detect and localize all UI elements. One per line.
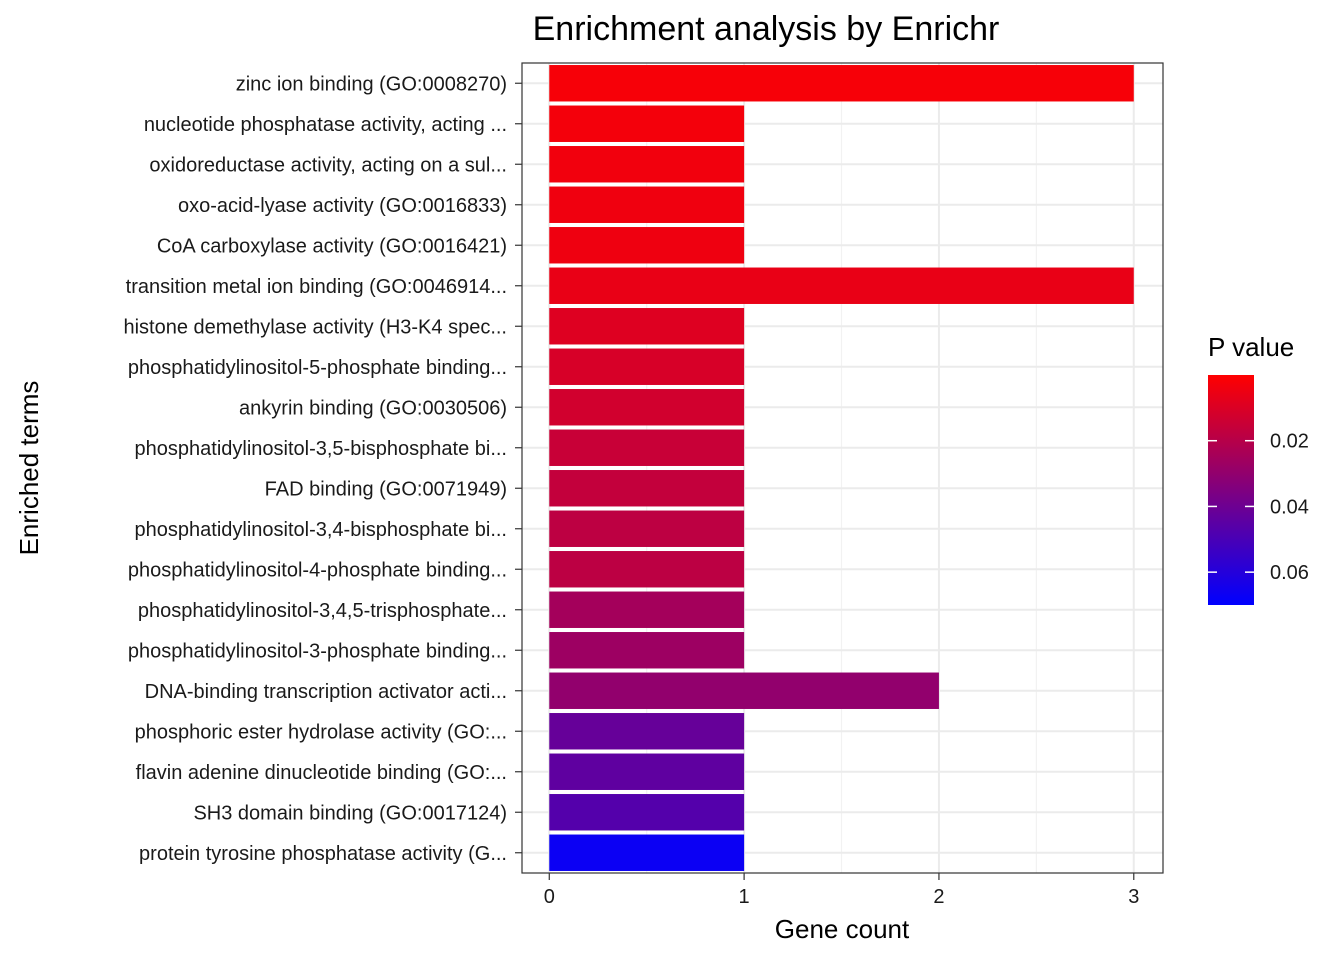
bar (549, 794, 745, 831)
x-tick-label: 2 (933, 886, 944, 908)
y-tick-label: phosphatidylinositol-3,5-bisphosphate bi… (135, 438, 507, 460)
y-tick-label: DNA-binding transcription activator acti… (145, 681, 507, 703)
bar (549, 632, 745, 669)
bar (549, 470, 745, 507)
y-tick-label: oxo-acid-lyase activity (GO:0016833) (178, 195, 507, 217)
y-tick-label: phosphatidylinositol-5-phosphate binding… (128, 357, 507, 379)
panel-background (522, 63, 1163, 873)
y-tick-label: phosphatidylinositol-3,4,5-trisphosphate… (138, 600, 507, 622)
bar (549, 429, 745, 466)
y-tick-label: oxidoreductase activity, acting on a sul… (149, 154, 507, 176)
chart-title: Enrichment analysis by Enrichr (533, 10, 1000, 48)
y-tick-label: histone demethylase activity (H3-K4 spec… (123, 316, 507, 338)
legend-tick-label: 0.04 (1270, 496, 1309, 518)
y-axis-label: Enriched terms (14, 381, 44, 556)
x-tick-label: 0 (544, 886, 555, 908)
y-tick-label: protein tyrosine phosphatase activity (G… (139, 843, 507, 865)
bar (549, 551, 745, 588)
y-tick-label: flavin adenine dinucleotide binding (GO:… (136, 762, 507, 784)
y-axis: zinc ion binding (GO:0008270) nucleotide … (123, 73, 522, 865)
y-tick-label: phosphatidylinositol-3-phosphate binding… (128, 640, 507, 662)
panel-border (521, 62, 1164, 874)
x-axis: 0 1 2 3 (544, 873, 1139, 908)
bars (549, 65, 1134, 871)
bar (549, 65, 1134, 102)
y-tick-label: ankyrin binding (GO:0030506) (239, 397, 507, 419)
legend-title: P value (1208, 332, 1294, 362)
bar (549, 510, 745, 547)
y-tick-label: phosphatidylinositol-3,4-bisphosphate bi… (135, 519, 507, 541)
x-tick-label: 3 (1128, 886, 1139, 908)
y-tick-label: transition metal ion binding (GO:0046914… (126, 276, 507, 298)
x-tick-label: 1 (739, 886, 750, 908)
legend-tick-label: 0.02 (1270, 431, 1309, 453)
y-tick-label: nucleotide phosphatase activity, acting … (144, 114, 507, 136)
legend: P value 0.02 0.04 0.06 (1208, 332, 1309, 605)
plot-panel (521, 62, 1164, 874)
bar (549, 389, 745, 426)
bar (549, 186, 745, 223)
bar (549, 348, 745, 385)
bar (549, 672, 939, 709)
y-tick-label: zinc ion binding (GO:0008270) (236, 73, 507, 95)
legend-tick-label: 0.06 (1270, 562, 1309, 584)
bar (549, 308, 745, 345)
bar (549, 146, 745, 183)
y-tick-label: SH3 domain binding (GO:0017124) (193, 802, 507, 824)
y-tick-label: phosphatidylinositol-4-phosphate binding… (128, 559, 507, 581)
legend-colorbar (1208, 375, 1254, 605)
x-axis-label: Gene count (775, 914, 910, 944)
legend-ticks: 0.02 0.04 0.06 (1208, 431, 1309, 584)
y-tick-label: CoA carboxylase activity (GO:0016421) (157, 235, 507, 257)
bar (549, 227, 745, 264)
bar (549, 834, 745, 871)
bar (549, 753, 745, 790)
bar (549, 591, 745, 628)
bar (549, 267, 1134, 304)
bar (549, 713, 745, 750)
bar (549, 105, 745, 142)
y-tick-label: phosphoric ester hydrolase activity (GO:… (135, 721, 507, 743)
y-tick-label: FAD binding (GO:0071949) (265, 478, 507, 500)
